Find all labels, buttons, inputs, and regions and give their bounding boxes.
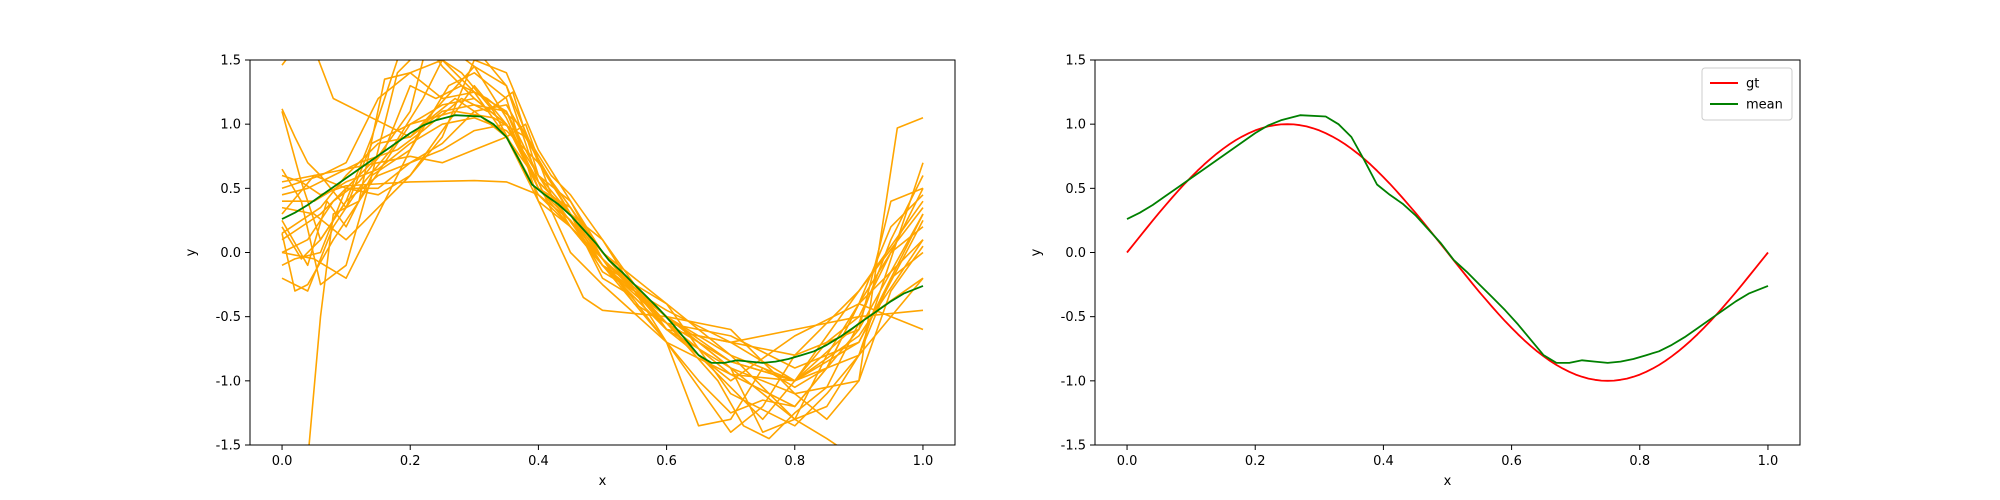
legend-label-gt: gt [1746, 77, 1759, 92]
y-tick-label: 1.0 [1065, 118, 1086, 133]
y-tick-label: 1.5 [1065, 54, 1086, 69]
sample-line-20 [308, 97, 924, 445]
x-axis-label: x [599, 474, 607, 489]
x-tick-label: 0.0 [1117, 454, 1138, 469]
sample-line-16 [281, 104, 924, 440]
sample-line-15 [281, 123, 924, 357]
y-tick-label: -1.5 [1061, 439, 1086, 454]
x-tick-label: 1.0 [1758, 454, 1779, 469]
plot-area [1126, 114, 1769, 382]
x-tick-label: 0.0 [272, 454, 293, 469]
x-tick-label: 0.4 [528, 454, 549, 469]
y-tick-label: -1.0 [216, 374, 241, 389]
x-tick-label: 0.8 [1629, 454, 1650, 469]
y-tick-label: -1.0 [1061, 374, 1086, 389]
chart-panel-samples: 0.0 0.2 0.4 0.6 0.8 1.0 1.5 1.0 0.5 0.0 -0.5 -1.0 -1… [184, 54, 956, 489]
y-tick-label: 1.5 [220, 54, 241, 69]
legend-box [1701, 67, 1793, 121]
legend: gt mean [1701, 67, 1793, 121]
sample-line-9 [281, 110, 838, 445]
y-axis-label: y [184, 248, 199, 256]
y-tick-label: 0.5 [1065, 182, 1086, 197]
x-tick-label: 0.2 [1245, 454, 1266, 469]
y-tick-label: 1.0 [220, 118, 241, 133]
x-tick-label: 0.6 [1501, 454, 1522, 469]
x-tick-label: 0.4 [1373, 454, 1394, 469]
chart-panel-comparison: 0.0 0.2 0.4 0.6 0.8 1.0 1.5 1.0 0.5 0.0 -0.5 -1.0 -1… [1029, 54, 1801, 489]
sample-line-13 [281, 123, 924, 344]
sample-line-17 [281, 91, 924, 395]
x-tick-label: 0.2 [400, 454, 421, 469]
sample-line-14 [281, 60, 924, 414]
y-tick-label: 0.5 [220, 182, 241, 197]
sample-line-18 [281, 97, 924, 421]
y-tick-label: -0.5 [1061, 310, 1086, 325]
y-tick-label: -0.5 [216, 310, 241, 325]
y-tick-label: 0.0 [1065, 246, 1086, 261]
x-axis-label: x [1444, 474, 1452, 489]
plot-area [281, 60, 924, 445]
sample-line-19 [282, 117, 924, 382]
x-tick-label: 0.8 [784, 454, 805, 469]
y-tick-label: 0.0 [220, 246, 241, 261]
series-line-mean [281, 114, 924, 364]
legend-label-mean: mean [1746, 98, 1783, 113]
x-tick-label: 1.0 [913, 454, 934, 469]
series-line-mean [1126, 114, 1769, 364]
x-tick-label: 0.6 [656, 454, 677, 469]
y-tick-label: -1.5 [216, 439, 241, 454]
y-axis-label: y [1029, 248, 1044, 256]
